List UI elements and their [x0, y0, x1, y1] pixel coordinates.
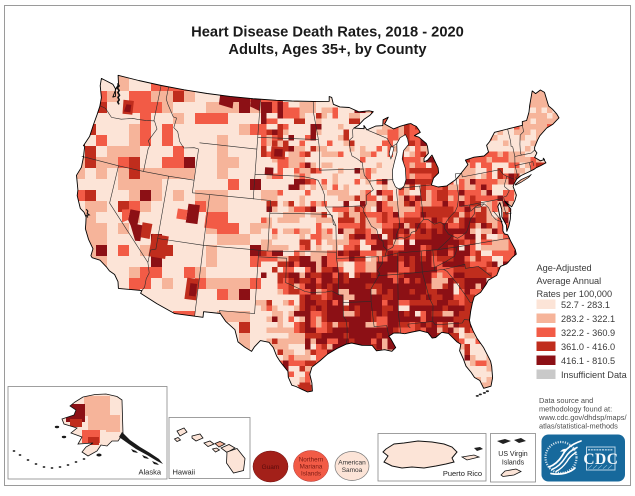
svg-text:Islands: Islands: [301, 471, 321, 478]
svg-text:Age-Adjusted: Age-Adjusted: [537, 263, 592, 273]
svg-text:Rates per 100,000: Rates per 100,000: [537, 289, 613, 299]
svg-text:Heart Disease Death Rates, 201: Heart Disease Death Rates, 2018 - 2020: [191, 25, 464, 41]
svg-text:Hawaii: Hawaii: [173, 468, 196, 477]
svg-text:Puerto Rico: Puerto Rico: [443, 469, 482, 478]
svg-text:www.cdc.gov/dhdsp/maps/: www.cdc.gov/dhdsp/maps/: [538, 413, 627, 422]
svg-text:Mariana: Mariana: [300, 464, 323, 471]
svg-text:Insufficient Data: Insufficient Data: [561, 370, 628, 380]
svg-text:52.7 - 283.1: 52.7 - 283.1: [561, 300, 610, 310]
svg-text:Data source and: Data source and: [539, 396, 593, 405]
svg-text:361.0 - 416.0: 361.0 - 416.0: [561, 342, 615, 352]
svg-text:Average Annual: Average Annual: [537, 276, 602, 286]
svg-text:CDC: CDC: [583, 451, 618, 468]
svg-text:Adults, Ages 35+, by County: Adults, Ages 35+, by County: [228, 42, 427, 58]
svg-text:283.2 - 322.1: 283.2 - 322.1: [561, 314, 615, 324]
svg-text:Samoa: Samoa: [342, 467, 363, 474]
svg-text:Northern: Northern: [299, 457, 324, 464]
svg-text:methodology found at:: methodology found at:: [539, 405, 612, 414]
svg-text:Islands: Islands: [502, 460, 525, 467]
svg-text:US Virgin: US Virgin: [498, 451, 528, 458]
svg-text:American: American: [338, 460, 366, 467]
svg-text:Alaska: Alaska: [138, 468, 161, 477]
svg-text:416.1 - 810.5: 416.1 - 810.5: [561, 356, 615, 366]
svg-text:Guam: Guam: [262, 464, 280, 471]
svg-text:322.2 - 360.9: 322.2 - 360.9: [561, 328, 615, 338]
svg-text:atlas/statistical-methods: atlas/statistical-methods: [539, 422, 618, 431]
